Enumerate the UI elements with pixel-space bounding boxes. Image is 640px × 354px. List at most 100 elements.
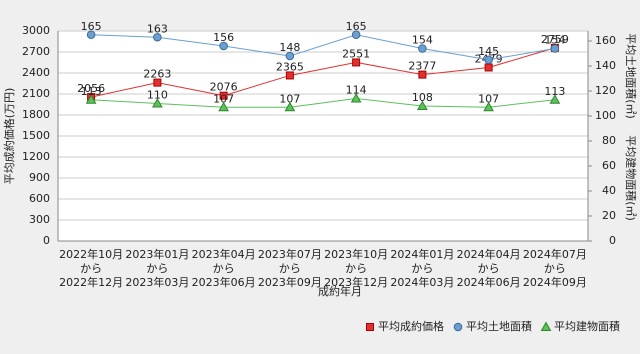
series-line: [91, 34, 555, 61]
y-tick-label: 3000: [22, 24, 50, 37]
marker: [284, 101, 296, 112]
y-tick-label: 1800: [22, 108, 50, 121]
data-label: 2759: [541, 33, 569, 46]
data-label: 163: [147, 22, 168, 35]
marker: [366, 323, 374, 331]
marker: [351, 30, 361, 40]
marker: [540, 321, 552, 331]
data-label: 2076: [210, 81, 238, 94]
y2-tick-label: 60: [602, 159, 616, 172]
y-tick-label: 0: [43, 234, 50, 247]
x-tick-label: から: [279, 262, 301, 275]
marker: [418, 70, 427, 79]
y-tick-label: 900: [29, 171, 50, 184]
series-line: [91, 97, 555, 108]
marker: [352, 58, 361, 67]
marker: [153, 78, 162, 87]
x-tick-label: から: [80, 262, 102, 275]
x-tick-label: 2023年12月: [324, 275, 388, 289]
data-label: 113: [544, 85, 565, 98]
data-label: 113: [81, 85, 102, 98]
data-label: 165: [346, 20, 367, 33]
marker: [484, 55, 493, 65]
y2-tick-label: 40: [602, 184, 616, 197]
data-label: 154: [412, 34, 433, 47]
y-tick-label: 2400: [22, 66, 50, 79]
y2-axis-label: 平均建物面積(㎡): [624, 135, 638, 221]
y2-tick-label: 140: [595, 59, 616, 72]
x-tick-label: 2023年07月: [258, 247, 322, 261]
x-tick-label: 2022年10月: [59, 247, 123, 261]
marker: [549, 94, 561, 104]
marker: [285, 71, 294, 80]
x-tick-label: 2022年12月: [59, 275, 123, 289]
y2-axis-label: 平均土地面積(㎡): [624, 33, 638, 119]
data-label: 2056: [77, 82, 105, 95]
y-tick-label: 1500: [22, 129, 50, 142]
data-label: 156: [213, 31, 234, 44]
marker: [418, 44, 427, 53]
marker: [218, 101, 229, 112]
marker: [483, 101, 494, 112]
x-axis-label: 成約年月: [318, 284, 362, 298]
marker: [219, 41, 228, 51]
marker: [152, 97, 163, 108]
x-tick-label: から: [478, 262, 500, 275]
marker: [85, 94, 97, 104]
y-tick-label: 300: [29, 213, 50, 226]
marker: [550, 44, 560, 53]
data-label: 145: [478, 45, 499, 58]
y2-tick-label: 160: [595, 34, 616, 47]
y-tick-label: 2700: [22, 45, 50, 58]
data-label: 2377: [408, 60, 436, 73]
x-tick-label: 2024年03月: [390, 275, 454, 289]
x-tick-label: 2024年07月: [523, 247, 587, 261]
data-label: 2551: [342, 47, 370, 60]
x-tick-label: 2023年03月: [125, 275, 189, 289]
x-tick-label: から: [146, 262, 168, 275]
data-label: 148: [279, 41, 300, 54]
data-label: 107: [213, 92, 234, 105]
series-line: [91, 47, 556, 98]
data-label: 165: [81, 20, 102, 33]
y2-tick-label: 20: [602, 209, 616, 222]
marker: [350, 92, 362, 103]
x-tick-label: 2023年01月: [125, 247, 189, 261]
data-label: 110: [147, 89, 168, 102]
data-label: 108: [412, 91, 433, 104]
y-tick-label: 600: [29, 192, 50, 205]
y2-tick-label: 0: [609, 234, 616, 247]
data-label: 107: [478, 92, 499, 105]
y2-tick-label: 120: [595, 84, 616, 97]
y2-tick-label: 100: [595, 109, 616, 122]
legend-label: 平均建物面積: [554, 319, 620, 333]
data-label: 107: [279, 92, 300, 105]
marker: [153, 32, 162, 42]
marker: [285, 51, 295, 61]
y-tick-label: 1200: [22, 150, 50, 163]
x-tick-label: から: [213, 262, 235, 275]
marker: [86, 30, 96, 40]
y2-tick-label: 80: [602, 134, 616, 147]
marker: [453, 322, 463, 332]
x-tick-label: 2024年06月: [457, 275, 521, 289]
x-tick-label: 2023年10月: [324, 247, 388, 261]
y-axis-label: 平均成約価格(万円): [2, 88, 16, 185]
y-tick-label: 2100: [22, 87, 50, 100]
marker: [219, 91, 228, 100]
x-tick-label: 2023年04月: [192, 247, 256, 261]
x-tick-label: 2024年09月: [523, 275, 587, 289]
x-tick-label: 2024年04月: [457, 247, 521, 261]
x-tick-label: 2023年06月: [192, 275, 256, 289]
data-label: 154: [544, 34, 565, 47]
data-label: 2263: [143, 68, 171, 81]
data-label: 114: [346, 84, 367, 97]
legend-label: 平均土地面積: [466, 319, 532, 333]
x-tick-label: から: [411, 262, 433, 275]
legend-label: 平均成約価格: [378, 319, 444, 333]
x-tick-label: 2023年09月: [258, 275, 322, 289]
x-tick-label: から: [544, 262, 566, 275]
marker: [417, 100, 428, 110]
data-label: 2365: [276, 60, 304, 73]
x-tick-label: 2024年01月: [390, 247, 454, 261]
